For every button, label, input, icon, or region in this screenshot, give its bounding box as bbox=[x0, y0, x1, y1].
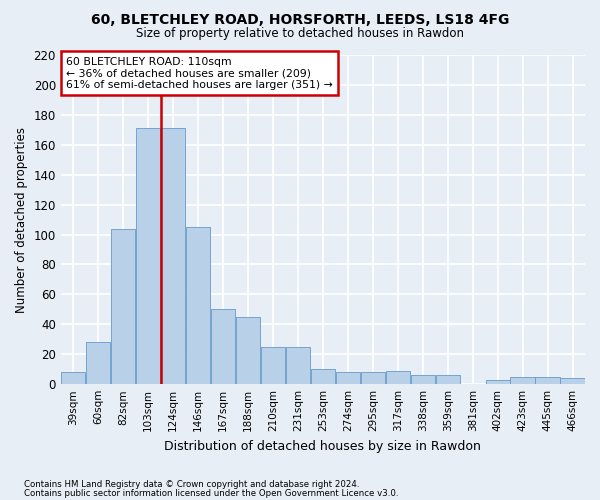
Bar bbox=[436, 375, 460, 384]
Bar bbox=[410, 375, 435, 384]
Text: 60 BLETCHLEY ROAD: 110sqm
← 36% of detached houses are smaller (209)
61% of semi: 60 BLETCHLEY ROAD: 110sqm ← 36% of detac… bbox=[66, 56, 333, 90]
Bar bbox=[386, 370, 410, 384]
Bar bbox=[211, 310, 235, 384]
Text: Contains public sector information licensed under the Open Government Licence v3: Contains public sector information licen… bbox=[24, 488, 398, 498]
Bar bbox=[311, 369, 335, 384]
Bar bbox=[511, 376, 535, 384]
Text: 60, BLETCHLEY ROAD, HORSFORTH, LEEDS, LS18 4FG: 60, BLETCHLEY ROAD, HORSFORTH, LEEDS, LS… bbox=[91, 12, 509, 26]
Bar bbox=[286, 347, 310, 384]
Bar bbox=[136, 128, 160, 384]
Bar bbox=[86, 342, 110, 384]
Text: Size of property relative to detached houses in Rawdon: Size of property relative to detached ho… bbox=[136, 28, 464, 40]
X-axis label: Distribution of detached houses by size in Rawdon: Distribution of detached houses by size … bbox=[164, 440, 481, 452]
Bar bbox=[61, 372, 85, 384]
Bar bbox=[261, 347, 285, 384]
Bar bbox=[236, 317, 260, 384]
Bar bbox=[535, 376, 560, 384]
Bar bbox=[361, 372, 385, 384]
Bar bbox=[161, 128, 185, 384]
Bar bbox=[111, 228, 136, 384]
Y-axis label: Number of detached properties: Number of detached properties bbox=[15, 126, 28, 312]
Bar bbox=[485, 380, 510, 384]
Bar bbox=[186, 227, 210, 384]
Bar bbox=[560, 378, 584, 384]
Text: Contains HM Land Registry data © Crown copyright and database right 2024.: Contains HM Land Registry data © Crown c… bbox=[24, 480, 359, 489]
Bar bbox=[336, 372, 360, 384]
